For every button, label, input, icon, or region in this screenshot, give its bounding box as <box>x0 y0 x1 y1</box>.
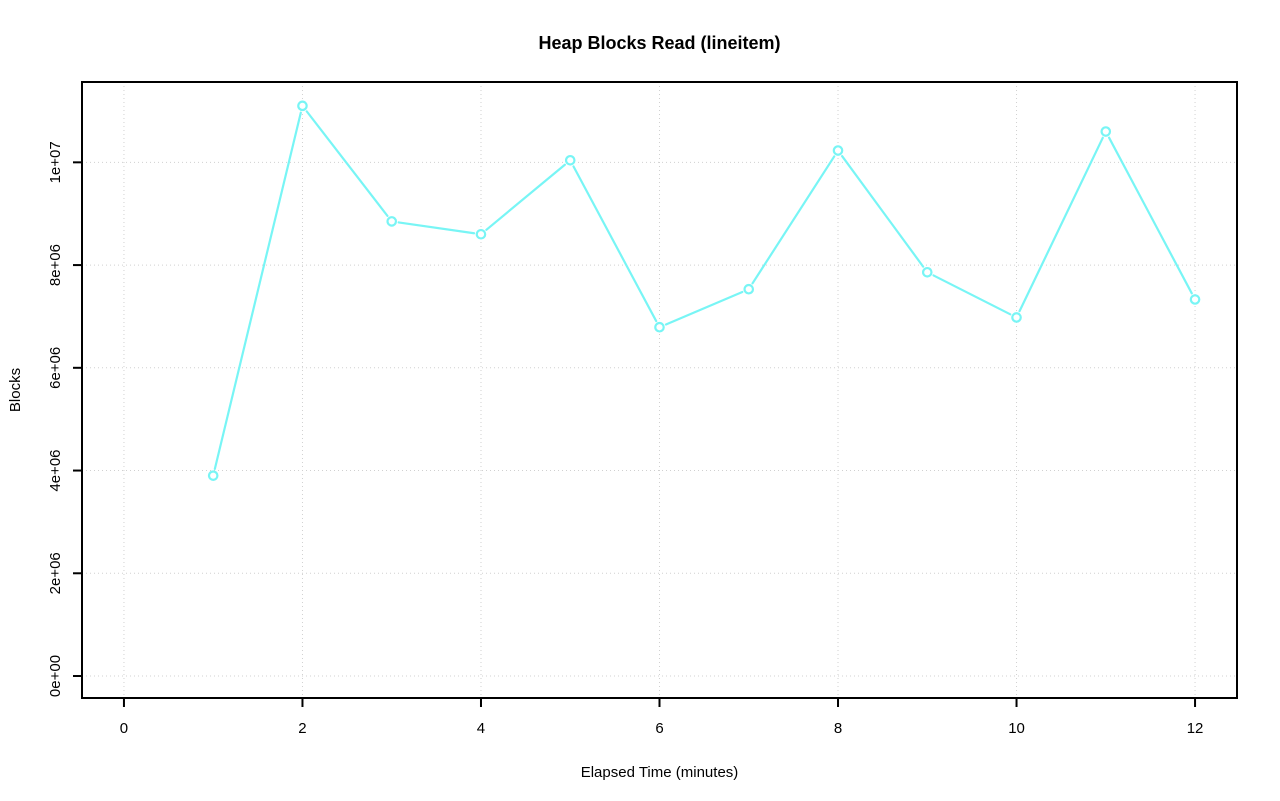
chart-title: Heap Blocks Read (lineitem) <box>538 33 780 53</box>
data-point-marker <box>921 266 933 278</box>
data-point-marker <box>1100 126 1112 137</box>
y-tick-label: 1e+07 <box>47 141 64 183</box>
line-segment <box>1018 136 1104 313</box>
y-tick-label: 6e+06 <box>47 347 64 389</box>
x-axis-title: Elapsed Time (minutes) <box>581 764 739 781</box>
line-segment <box>1107 136 1193 295</box>
data-point-marker <box>832 145 844 156</box>
data-point-marker <box>475 228 487 240</box>
data-point-marker <box>386 216 398 227</box>
y-tick-label: 8e+06 <box>47 244 64 286</box>
x-tick-label: 4 <box>477 720 485 737</box>
x-tick-label: 10 <box>1008 720 1025 737</box>
data-point-marker <box>1011 312 1022 323</box>
data-point-marker <box>743 283 755 295</box>
data-point-marker <box>207 470 219 481</box>
x-tick-label: 2 <box>298 720 306 737</box>
y-tick-label: 2e+06 <box>47 552 64 594</box>
gridlines <box>82 82 1237 698</box>
line-segment <box>572 165 658 323</box>
y-axis-title: Blocks <box>7 368 24 412</box>
data-point-marker <box>654 321 665 333</box>
plot-border <box>81 81 1238 699</box>
x-tick-label: 6 <box>655 720 663 737</box>
line-segment <box>397 221 476 235</box>
x-tick-label: 0 <box>120 720 128 737</box>
y-tick-label: 0e+00 <box>47 655 64 697</box>
line-segment <box>751 155 836 285</box>
line-segment <box>213 111 302 470</box>
line-segment <box>932 274 1012 316</box>
line-segment <box>305 110 389 217</box>
line-segment <box>485 163 566 231</box>
axes: 0 2 4 6 8 10 12 0e+00 2e+06 4e+06 6e+06 8e+06 1e+07 <box>47 141 1203 737</box>
line-segment <box>664 290 744 326</box>
x-tick-label: 8 <box>834 720 842 737</box>
y-tick-label: 4e+06 <box>47 449 64 491</box>
data-point-marker <box>564 154 576 166</box>
data-point-marker <box>297 100 308 112</box>
data-point-marker <box>1189 294 1201 305</box>
line-segment <box>841 155 925 268</box>
data-series <box>207 100 1201 481</box>
x-tick-label: 12 <box>1187 720 1204 737</box>
